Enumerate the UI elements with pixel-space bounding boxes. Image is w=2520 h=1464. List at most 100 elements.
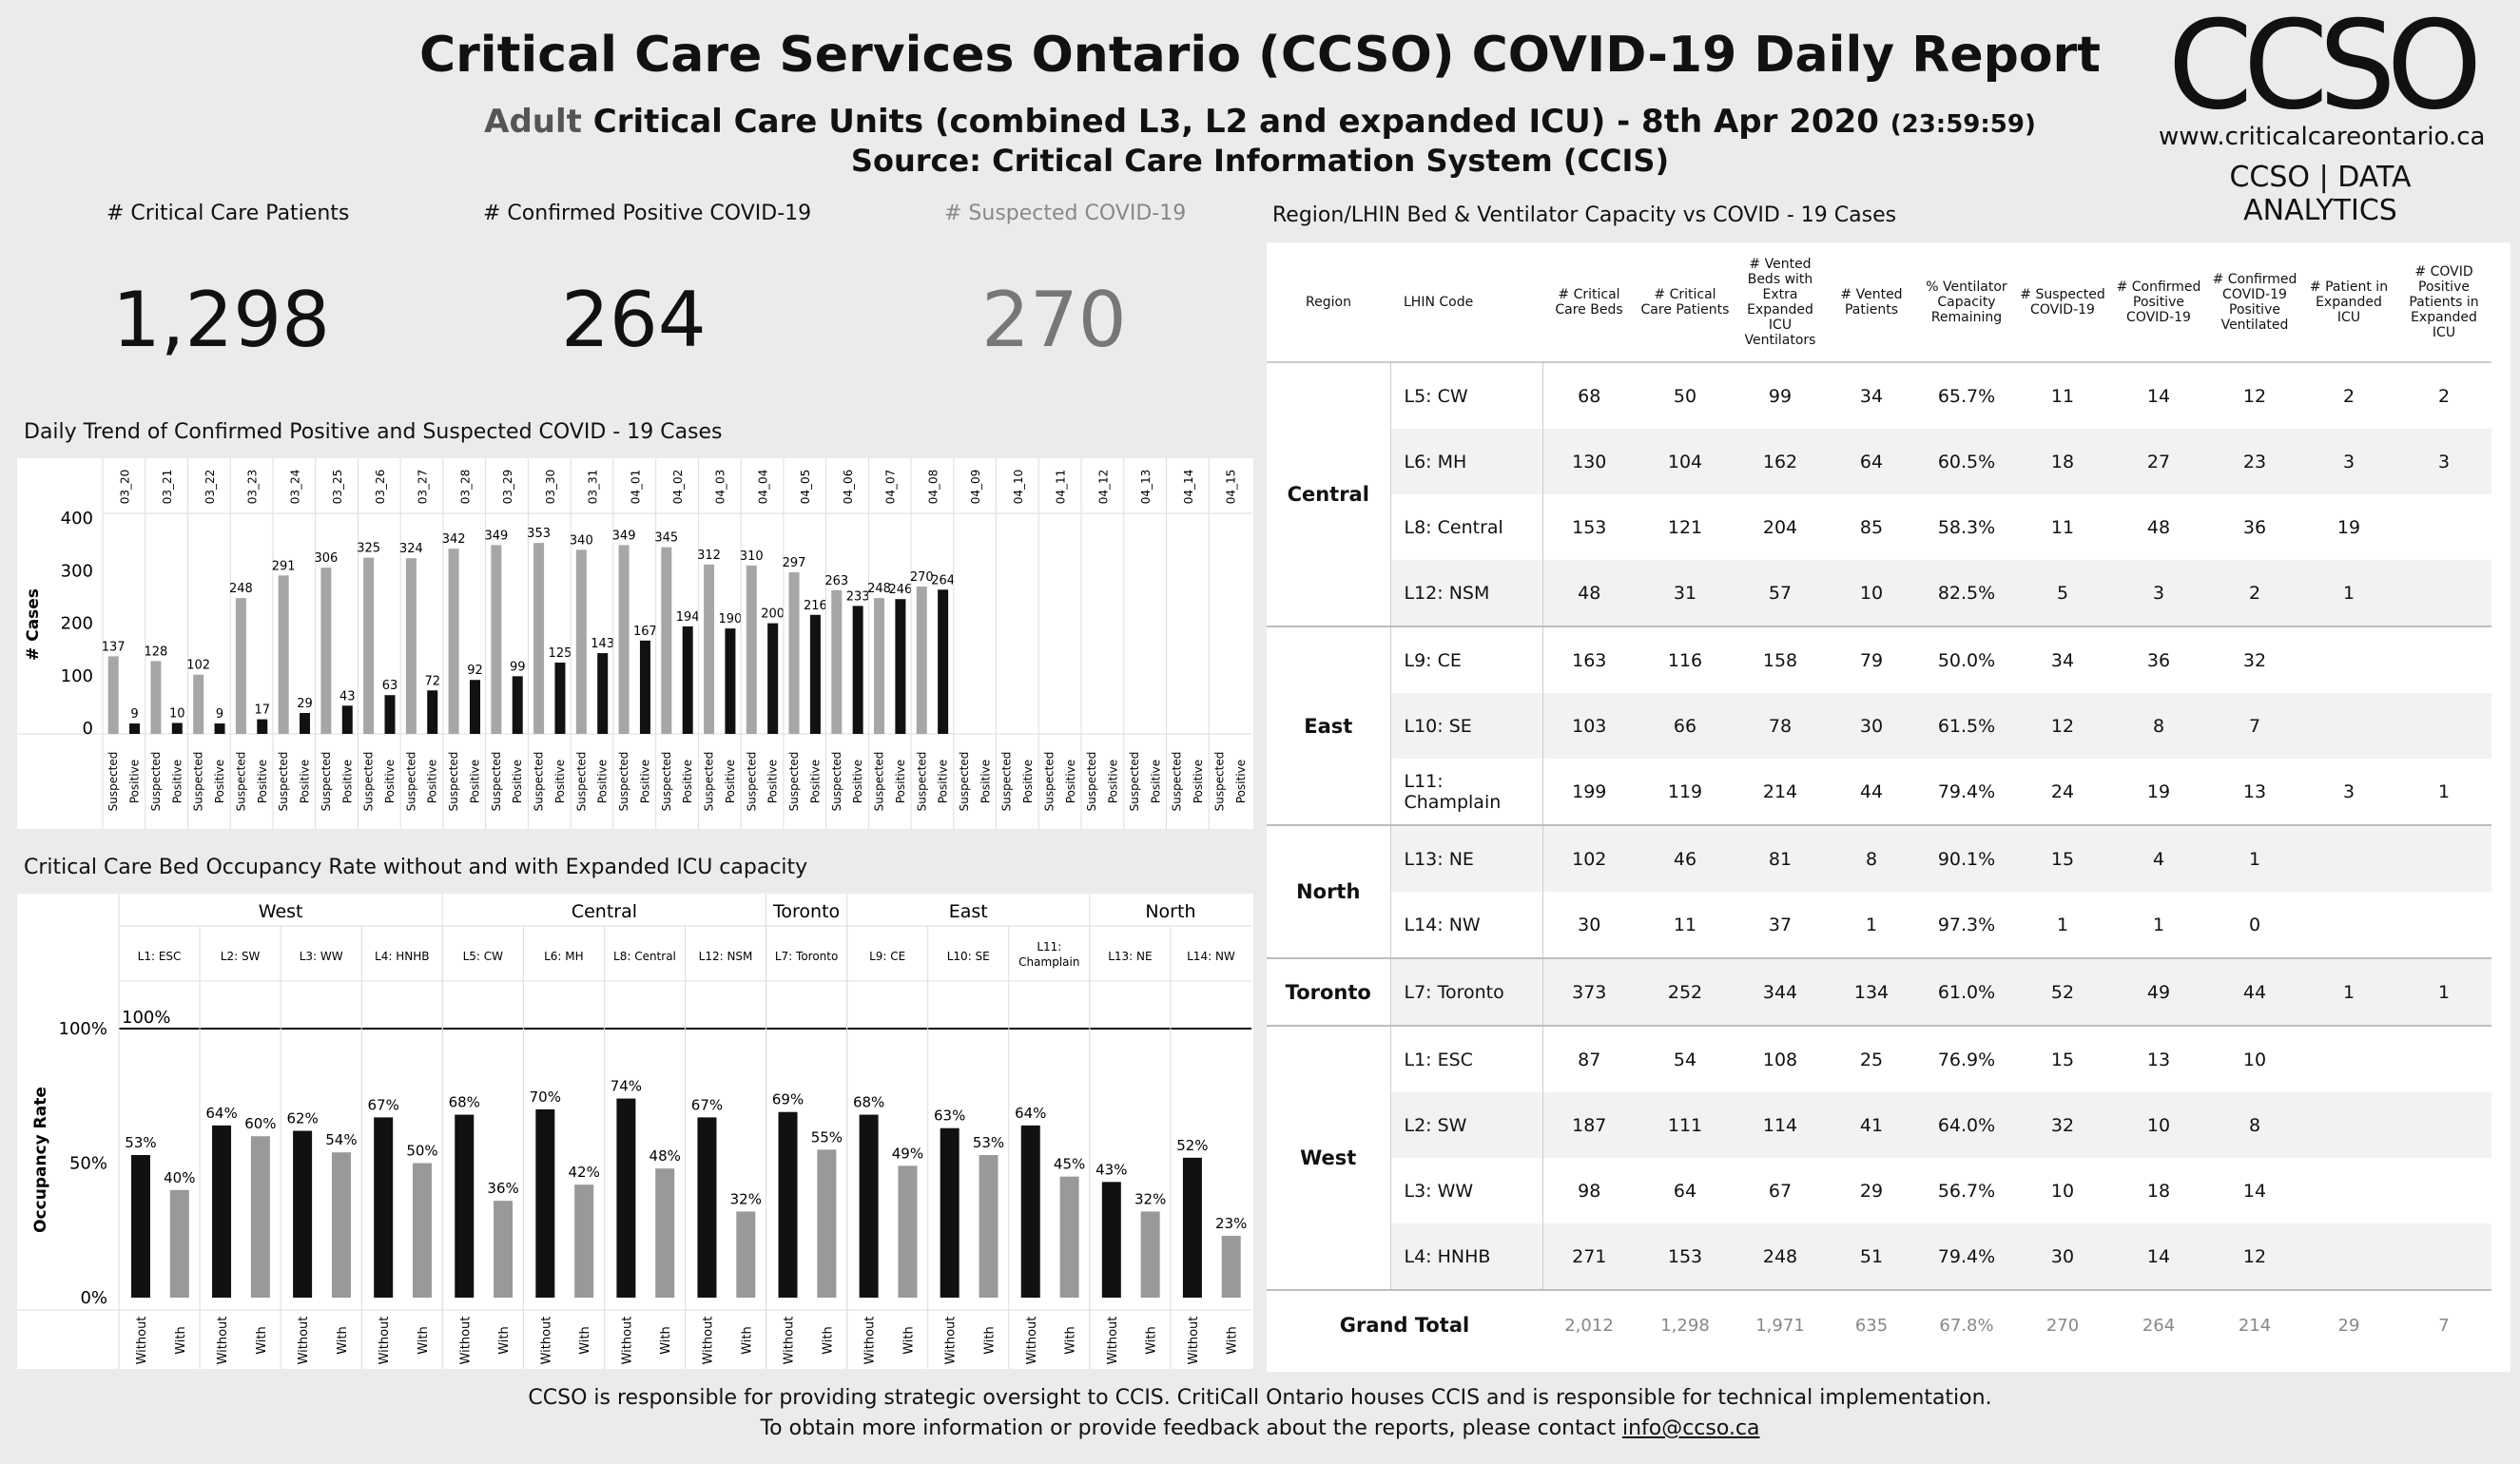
trend-value-positive: 264 <box>931 573 955 588</box>
grand-total-cell: 67.8% <box>1917 1289 2016 1359</box>
kpi-confirmed-value: 264 <box>561 276 707 364</box>
table-cell <box>2396 1158 2491 1223</box>
occ-value-with: 40% <box>164 1169 195 1186</box>
kpi-confirmed-label: # Confirmed Positive COVID-19 <box>483 202 812 225</box>
table-cell: 1 <box>2152 914 2165 935</box>
occ-bar-with <box>1059 1176 1079 1298</box>
occ-bar-with <box>169 1189 189 1298</box>
table-cell: 37 <box>1768 914 1793 935</box>
trend-value-positive: 167 <box>633 625 657 639</box>
table-cell: 1 <box>2301 957 2396 1026</box>
table-cell: 90.1% <box>1917 824 2016 892</box>
lhin-code-cell: L7: Toronto <box>1390 957 1543 1026</box>
table-cell: 25 <box>1826 1025 1917 1092</box>
trend-sub-label: Positive <box>128 760 142 803</box>
occ-bar-with <box>1140 1211 1160 1298</box>
trend-sub-label: Suspected <box>787 752 801 812</box>
occ-bar-without <box>293 1130 313 1298</box>
occ-reference-label: 100% <box>122 1008 170 1028</box>
table-cell: 79.4% <box>1937 780 1996 802</box>
grand-total-row: Grand Total 2,012 1,298 1,971 635 67.8% 270 264… <box>1267 1289 2491 1359</box>
trend-bar-positive <box>300 712 311 734</box>
table-cell: 12 <box>2016 693 2109 759</box>
trend-date-label: 03_23 <box>246 470 260 505</box>
trend-bar-suspected <box>448 549 459 734</box>
grand-total-label: Grand Total <box>1267 1289 1542 1359</box>
table-cell: 13 <box>2242 780 2267 802</box>
table-cell: 79.4% <box>1917 1223 2016 1290</box>
trend-value-suspected: 312 <box>697 549 721 563</box>
table-cell: 13 <box>2109 1025 2208 1092</box>
grand-total-cell: 1,298 <box>1636 1289 1735 1359</box>
table-row: West L1: ESC 87 54 108 25 76.9% 15 13 10 <box>1267 1025 2491 1290</box>
occ-unit-label: L5: CW <box>463 950 504 963</box>
trend-sub-label: Suspected <box>1212 752 1226 812</box>
table-cell: 7 <box>2208 693 2301 759</box>
occ-sub-label: With <box>336 1326 350 1355</box>
trend-bar-suspected <box>575 549 587 734</box>
occ-group-label: West <box>259 901 303 922</box>
table-cell: 12 <box>2242 385 2267 407</box>
table-cell: 81 <box>1735 824 1826 892</box>
trend-bar-suspected <box>107 656 119 734</box>
trend-bar-positive <box>171 722 183 734</box>
table-cell: 187 <box>1542 1092 1636 1158</box>
trend-sub-label: Suspected <box>149 752 163 812</box>
table-cell: 1 <box>2437 780 2451 802</box>
trend-value-positive: 29 <box>297 697 313 711</box>
occ-value-without: 52% <box>1176 1137 1208 1154</box>
table-cell <box>2396 494 2491 560</box>
occ-sub-label: With <box>1145 1326 1159 1355</box>
occ-sub-label: With <box>578 1326 592 1355</box>
table-header-cell: % Ventilator Capacity Remaining <box>1917 242 2016 363</box>
table-cell: 199 <box>1572 780 1607 802</box>
table-cell: 2 <box>2437 385 2451 407</box>
table-cell: 12 <box>2208 1223 2301 1290</box>
trend-date-label: 03_21 <box>161 470 174 505</box>
trend-value-positive: 233 <box>846 589 870 604</box>
trend-sub-label: Suspected <box>192 752 205 812</box>
table-cell <box>2301 1158 2396 1223</box>
occ-value-with: 50% <box>406 1143 437 1160</box>
table-cell: 114 <box>1735 1092 1826 1158</box>
trend-value-suspected: 306 <box>314 551 338 566</box>
lhin-code-cell: L1: ESC <box>1390 1025 1543 1092</box>
table-cell: 82.5% <box>1917 560 2016 626</box>
occ-sub-label: With <box>821 1326 835 1355</box>
trend-sub-label: Suspected <box>873 752 886 812</box>
trend-date-label: 03_27 <box>417 470 430 505</box>
table-row: L3: WW 98 64 67 29 56.7% 10 18 14 <box>1267 1158 2491 1223</box>
table-cell: 344 <box>1735 957 1826 1026</box>
table-header-cell: # Critical Care Patients <box>1636 242 1735 363</box>
occ-value-with: 32% <box>1134 1190 1166 1207</box>
footer-email-link[interactable]: info@ccso.ca <box>1621 1416 1760 1440</box>
trend-value-positive: 200 <box>761 607 785 622</box>
trend-value-positive: 92 <box>467 664 483 678</box>
occ-bar-without <box>455 1114 475 1298</box>
region-table: Region LHIN Code # Critical Care Beds # Cri… <box>1267 242 2491 1359</box>
trend-value-positive: 9 <box>216 707 223 722</box>
lhin-code-cell: L4: HNHB <box>1390 1223 1543 1290</box>
occ-sub-label: With <box>740 1326 754 1355</box>
table-cell: 8 <box>2109 693 2208 759</box>
table-cell <box>2301 892 2396 958</box>
grand-total-cell: 264 <box>2109 1289 2208 1359</box>
grand-total-cell: 7 <box>2396 1289 2491 1359</box>
table-cell: 14 <box>2242 1180 2267 1202</box>
table-row: Toronto L7: Toronto 373 252 344 134 61.0% 52 49 4… <box>1267 957 2491 1026</box>
occ-value-with: 32% <box>730 1190 762 1207</box>
occ-sub-label: With <box>1226 1326 1240 1355</box>
table-cell: 61.0% <box>1917 957 2016 1026</box>
occ-value-without: 70% <box>530 1088 561 1106</box>
occ-unit-label: L11: <box>1037 940 1061 954</box>
table-header-cell: LHIN Code <box>1390 242 1542 363</box>
table-cell: 64 <box>1826 429 1917 494</box>
table-cell: 15 <box>2016 824 2109 892</box>
trend-value-positive: 125 <box>549 646 572 661</box>
grand-total-cell: 270 <box>2016 1289 2109 1359</box>
trend-bar-suspected <box>150 661 162 734</box>
table-cell: 19 <box>2146 780 2171 802</box>
trend-sub-label: Positive <box>894 760 907 803</box>
kpi-critical-value: 1,298 <box>112 276 331 364</box>
occ-bar-with <box>1221 1235 1241 1298</box>
